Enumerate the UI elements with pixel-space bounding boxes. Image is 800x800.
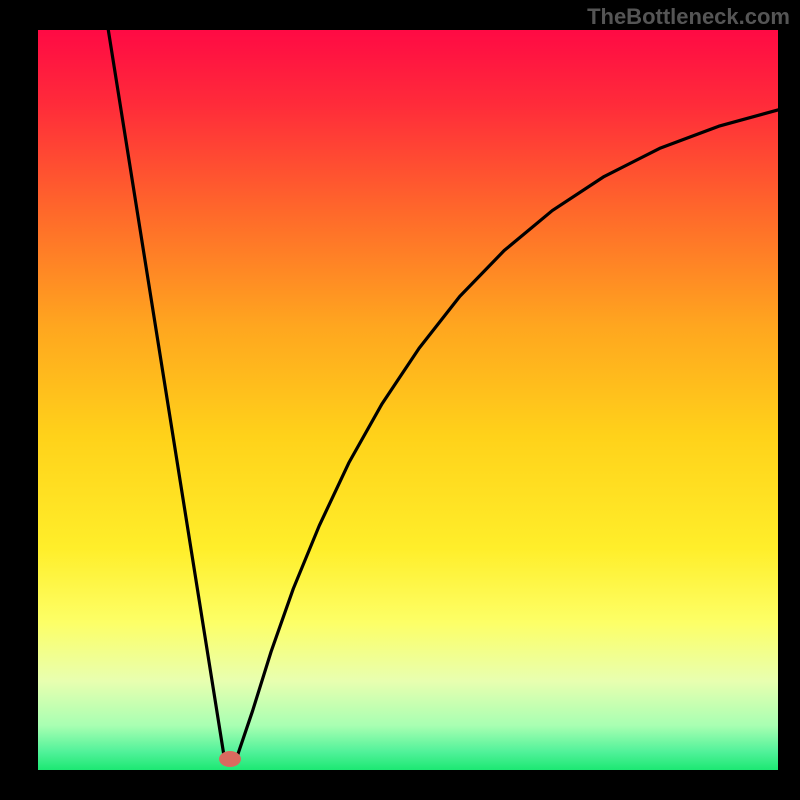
watermark-text: TheBottleneck.com	[587, 4, 790, 30]
chart-outer: TheBottleneck.com	[0, 0, 800, 800]
optimum-marker	[219, 751, 241, 767]
plot-area	[38, 30, 778, 770]
bottleneck-curve	[38, 30, 778, 770]
